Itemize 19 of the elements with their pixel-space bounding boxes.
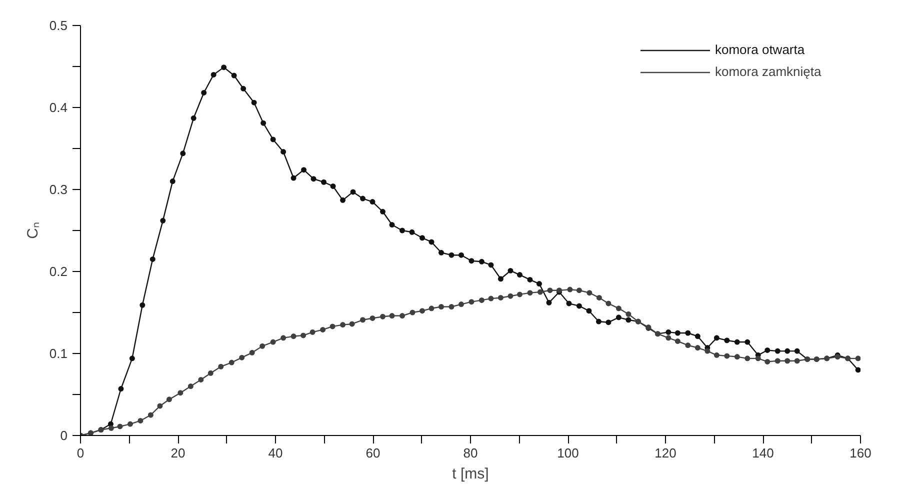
x-tick-label: 80 bbox=[463, 446, 478, 460]
x-tick-label: 100 bbox=[557, 446, 579, 460]
x-tick-label: 160 bbox=[850, 446, 872, 460]
x-tick-label: 120 bbox=[654, 446, 676, 460]
x-tick-label: 140 bbox=[752, 446, 774, 460]
x-tick-label: 40 bbox=[268, 446, 283, 460]
y-tick-label: 0.1 bbox=[49, 346, 68, 361]
y-tick-label: 0.5 bbox=[49, 18, 68, 33]
x-tick-label: 0 bbox=[76, 446, 84, 460]
y-tick-label: 0.4 bbox=[49, 100, 68, 115]
y-tick-label: 0.2 bbox=[49, 264, 68, 279]
text: komora otwarta bbox=[715, 42, 805, 57]
y-tick-label: 0 bbox=[60, 428, 68, 443]
text: komora zamknięta bbox=[715, 64, 822, 79]
x-axis-title: t [ms] bbox=[452, 466, 489, 482]
x-tick-label: 60 bbox=[366, 446, 380, 460]
y-tick-label: 0.3 bbox=[49, 182, 68, 197]
y-axis-title: Cₙ bbox=[24, 222, 42, 239]
x-tick-label: 20 bbox=[170, 446, 186, 460]
